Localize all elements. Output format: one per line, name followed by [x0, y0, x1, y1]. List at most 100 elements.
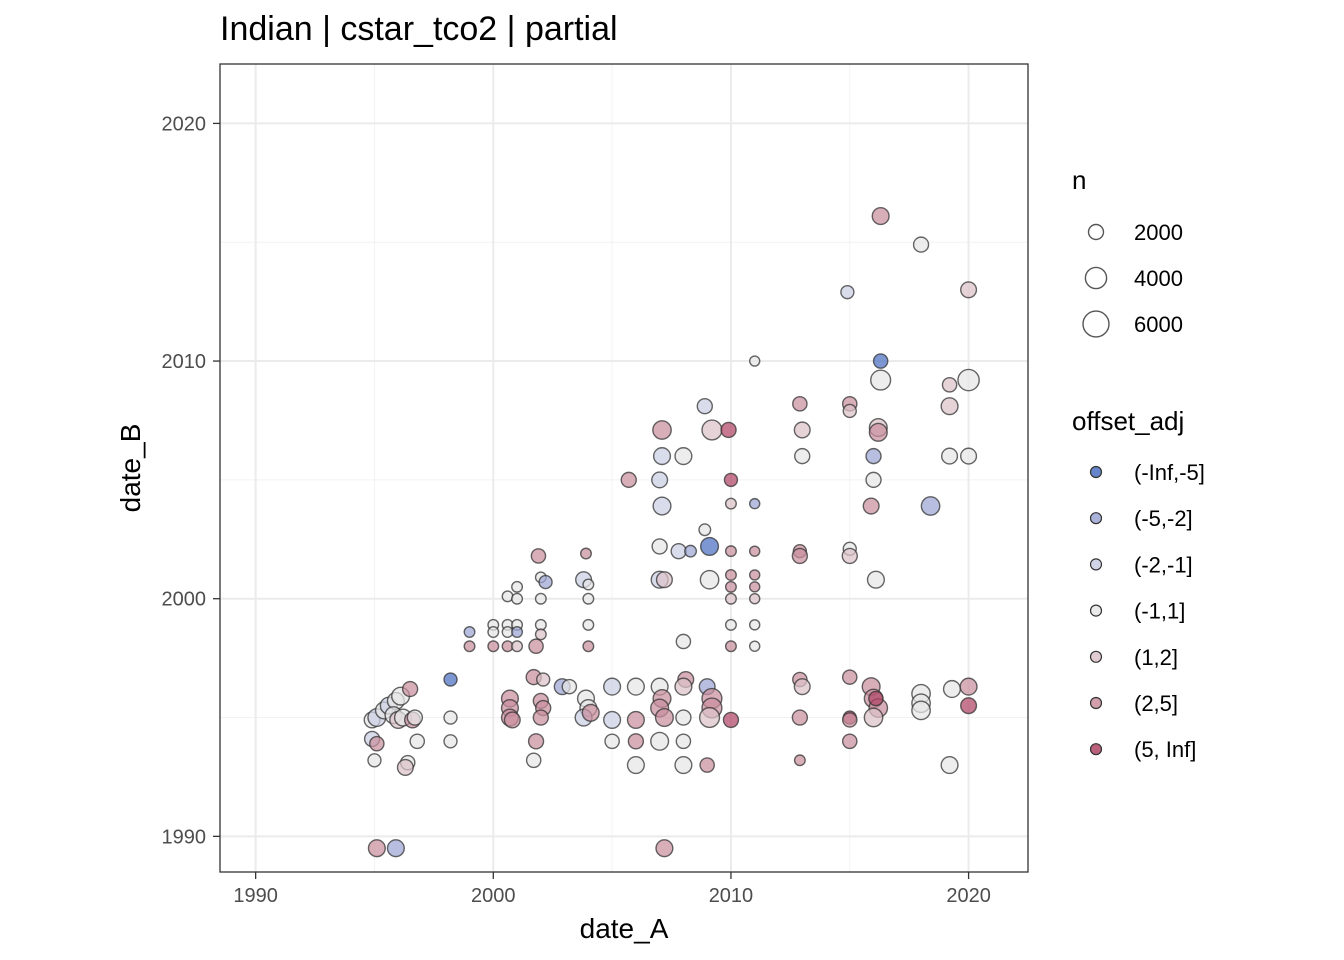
data-point	[724, 640, 737, 653]
data-point	[724, 568, 737, 581]
data-point	[793, 421, 811, 439]
data-point	[724, 545, 737, 558]
data-point	[674, 677, 693, 696]
data-point	[868, 690, 884, 707]
data-point	[940, 755, 959, 775]
data-point	[651, 471, 669, 489]
data-point	[912, 236, 930, 253]
data-point	[675, 709, 692, 726]
data-point	[723, 472, 739, 488]
data-point	[534, 592, 547, 605]
data-point	[748, 569, 761, 581]
data-point	[911, 700, 931, 721]
data-point	[654, 707, 674, 728]
color-legend-label: (-Inf,-5]	[1134, 460, 1205, 485]
data-point	[401, 680, 419, 698]
size-legend-label: 2000	[1134, 220, 1183, 245]
data-point	[872, 353, 889, 369]
y-axis-title: date_B	[115, 424, 146, 513]
data-point	[626, 677, 645, 696]
data-point	[651, 538, 668, 555]
data-point	[603, 677, 622, 696]
data-point	[865, 447, 882, 465]
data-point	[868, 422, 888, 442]
data-point	[367, 753, 382, 768]
data-point	[724, 618, 737, 631]
size-legend-label: 6000	[1134, 312, 1183, 337]
data-point	[582, 618, 595, 631]
color-legend: (-Inf,-5] (-5,-2] (-2,-1] (-1,1] (1,2] (2,5] (…	[1089, 460, 1205, 762]
data-point	[674, 447, 693, 466]
color-legend-label: (2,5]	[1134, 691, 1178, 716]
data-point	[870, 369, 892, 391]
data-point	[409, 733, 426, 750]
y-tick-label: 2020	[162, 113, 207, 135]
color-legend-key	[1089, 604, 1103, 617]
y-tick-label: 2010	[162, 351, 207, 373]
size-legend: 2000 4000 6000	[1082, 220, 1183, 338]
data-point	[463, 640, 476, 653]
data-point	[840, 284, 855, 300]
data-point	[652, 496, 672, 516]
data-point	[582, 578, 595, 591]
data-point	[655, 839, 674, 858]
data-point	[920, 496, 941, 516]
data-point	[698, 523, 712, 537]
color-legend-key	[1089, 558, 1103, 571]
data-point	[960, 281, 978, 299]
data-point	[581, 703, 600, 722]
data-point	[748, 581, 761, 593]
data-point	[699, 536, 720, 556]
data-point	[511, 580, 524, 593]
data-point	[369, 735, 385, 752]
data-point	[463, 625, 476, 638]
data-point	[698, 706, 721, 729]
size-legend-label: 4000	[1134, 266, 1183, 291]
data-point	[865, 471, 882, 489]
data-point	[699, 757, 715, 773]
data-point	[528, 638, 544, 655]
data-point	[675, 633, 692, 650]
data-point	[626, 710, 645, 729]
x-tick-label: 2020	[946, 885, 991, 907]
data-point	[748, 619, 761, 631]
data-point	[386, 839, 405, 858]
data-point	[525, 752, 542, 769]
data-point	[871, 207, 890, 226]
data-point	[793, 678, 811, 696]
data-point	[582, 640, 595, 653]
grid-lines	[220, 64, 1028, 872]
data-point	[866, 570, 885, 589]
data-point	[604, 733, 620, 750]
data-point	[503, 711, 521, 729]
data-point	[793, 754, 806, 767]
data-point	[561, 678, 578, 695]
data-point	[957, 368, 980, 392]
chart-title: Indian | cstar_tco2 | partial	[220, 10, 618, 48]
data-point	[960, 447, 978, 465]
data-point	[942, 679, 962, 699]
data-point	[655, 571, 673, 589]
y-tick-label: 1990	[162, 826, 207, 848]
data-point	[748, 497, 761, 510]
y-tick-label: 2000	[162, 589, 207, 611]
color-legend-label: (-2,-1]	[1134, 552, 1193, 577]
data-point	[579, 547, 592, 560]
data-point	[487, 640, 500, 653]
data-point	[941, 377, 958, 393]
data-point	[530, 548, 547, 564]
data-point	[534, 628, 547, 641]
size-legend-key	[1087, 223, 1105, 241]
x-axis-ticks: 1990 2000 2010 2020	[233, 872, 991, 907]
data-point	[674, 755, 693, 775]
x-tick-label: 1990	[233, 885, 278, 907]
size-legend-key	[1082, 310, 1110, 338]
data-point	[696, 398, 713, 415]
data-point	[626, 755, 645, 775]
data-point	[720, 421, 737, 439]
data-point	[511, 592, 524, 605]
data-point	[532, 709, 550, 726]
color-legend-key	[1089, 696, 1103, 710]
data-point	[724, 592, 737, 605]
